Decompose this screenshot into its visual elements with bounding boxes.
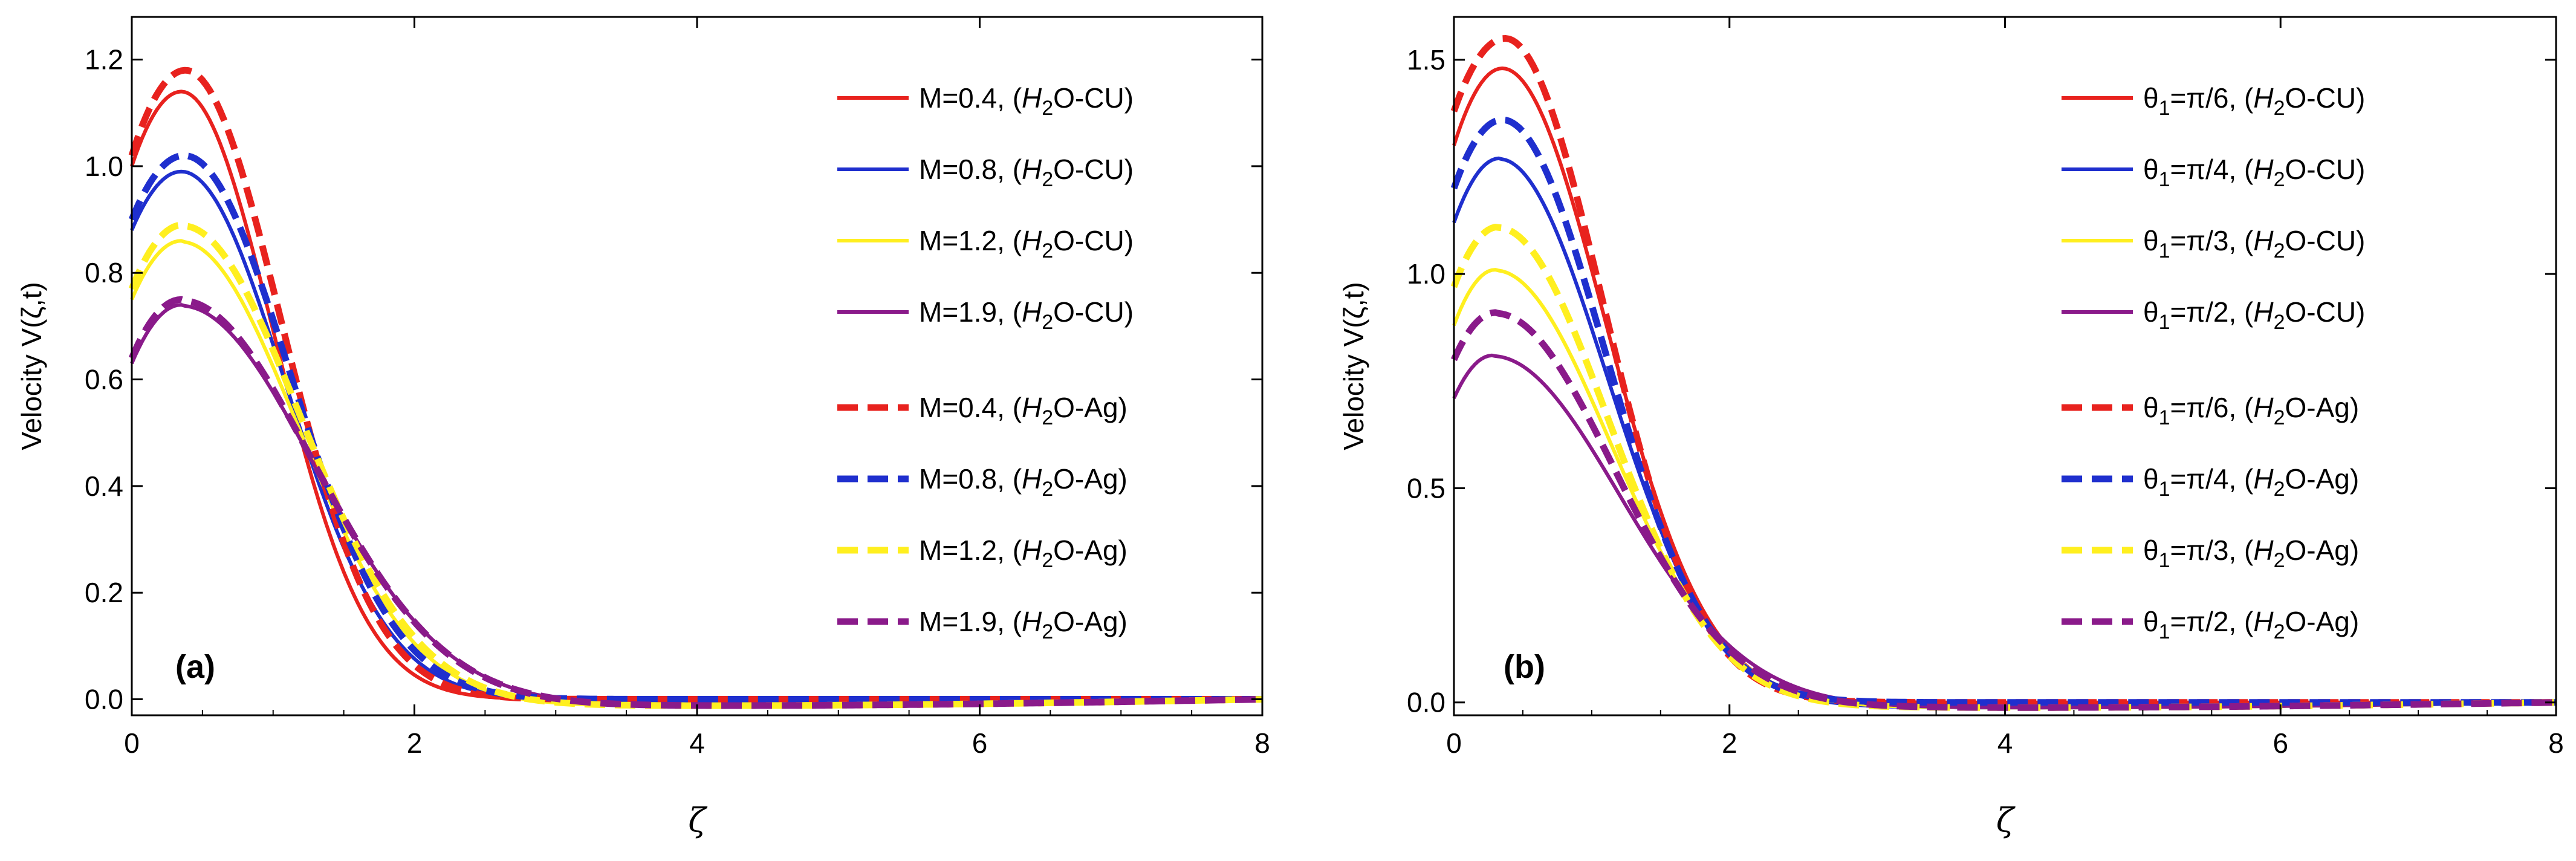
legend-entry-5: θ1=π/6, (H2O-Ag) [2143,392,2359,429]
legend-entry-7: θ1=π/3, (H2O-Ag) [2143,534,2359,572]
y-tick-label: 0.0 [1407,687,1445,718]
y-tick-label: 0.0 [85,684,123,715]
x-tick-label: 4 [1997,727,2013,759]
legend-entry-3: M=1.2, (H2O-CU) [919,225,1134,262]
legend-entry-6: θ1=π/4, (H2O-Ag) [2143,463,2359,501]
legend-entry-4: M=1.9, (H2O-CU) [919,296,1134,334]
y-tick-label: 0.4 [85,470,123,502]
x-tick-label: 8 [1254,727,1270,759]
legend-entry-2: M=0.8, (H2O-CU) [919,154,1134,191]
series-line-1 [1452,67,2556,704]
y-axis-title: Velocity V(ζ,t) [16,282,47,450]
series-line-4 [130,303,1263,707]
y-tick-label: 0.5 [1407,472,1445,504]
legend-entry-6: M=0.8, (H2O-Ag) [919,463,1127,501]
x-axis-title: ζ [688,801,707,839]
y-tick-label: 0.8 [85,257,123,288]
x-tick-label: 4 [689,727,705,759]
series-line-5 [1450,35,2556,706]
series-line-6 [1450,116,2556,706]
series-line-2 [1452,156,2557,710]
y-tick-label: 0.6 [85,364,123,395]
plot-frame [1453,16,2557,716]
y-axis-title: Velocity V(ζ,t) [1338,282,1369,450]
legend-entry-3: θ1=π/3, (H2O-CU) [2143,225,2365,262]
panel-label: (a) [175,649,215,685]
x-tick-label: 8 [2548,727,2564,759]
legend-entry-8: M=1.9, (H2O-Ag) [919,606,1127,643]
legend-entry-8: θ1=π/2, (H2O-Ag) [2143,606,2359,643]
legend-entry-4: θ1=π/2, (H2O-CU) [2143,296,2365,334]
x-tick-label: 2 [407,727,423,759]
y-tick-label: 1.0 [1407,258,1445,290]
y-tick-label: 1.0 [85,151,123,182]
chart-panel-a: 0 2 4 6 8 0.0 0.2 0.4 0.6 0.8 1.0 1.2 ζ Velocity V(ζ,… [16,16,1270,839]
x-tick-label: 0 [1446,727,1462,759]
series-line-3 [1452,268,2557,710]
x-tick-label: 6 [972,727,988,759]
y-tick-label: 0.2 [85,577,123,608]
legend-entry-1: θ1=π/6, (H2O-CU) [2143,82,2365,120]
x-tick-label: 0 [124,727,140,759]
legend-entry-1: M=0.4, (H2O-CU) [919,82,1134,120]
chart-panel-b: 0 2 4 6 8 0.0 0.5 1.0 1.5 ζ Velocity V(ζ,t) (b) θ1=π… [1338,16,2564,839]
x-tick-label: 2 [1722,727,1737,759]
legend-entry-2: θ1=π/4, (H2O-CU) [2143,154,2365,191]
series-line-8 [128,296,1263,709]
y-tick-label: 1.5 [1407,44,1445,76]
panel-label: (b) [1504,649,1545,685]
x-tick-label: 6 [2273,727,2288,759]
y-tick-label: 1.2 [85,44,123,76]
legend-entry-7: M=1.2, (H2O-Ag) [919,534,1127,572]
x-axis-title: ζ [1996,801,2016,839]
legend-entry-5: M=0.4, (H2O-Ag) [919,392,1127,429]
